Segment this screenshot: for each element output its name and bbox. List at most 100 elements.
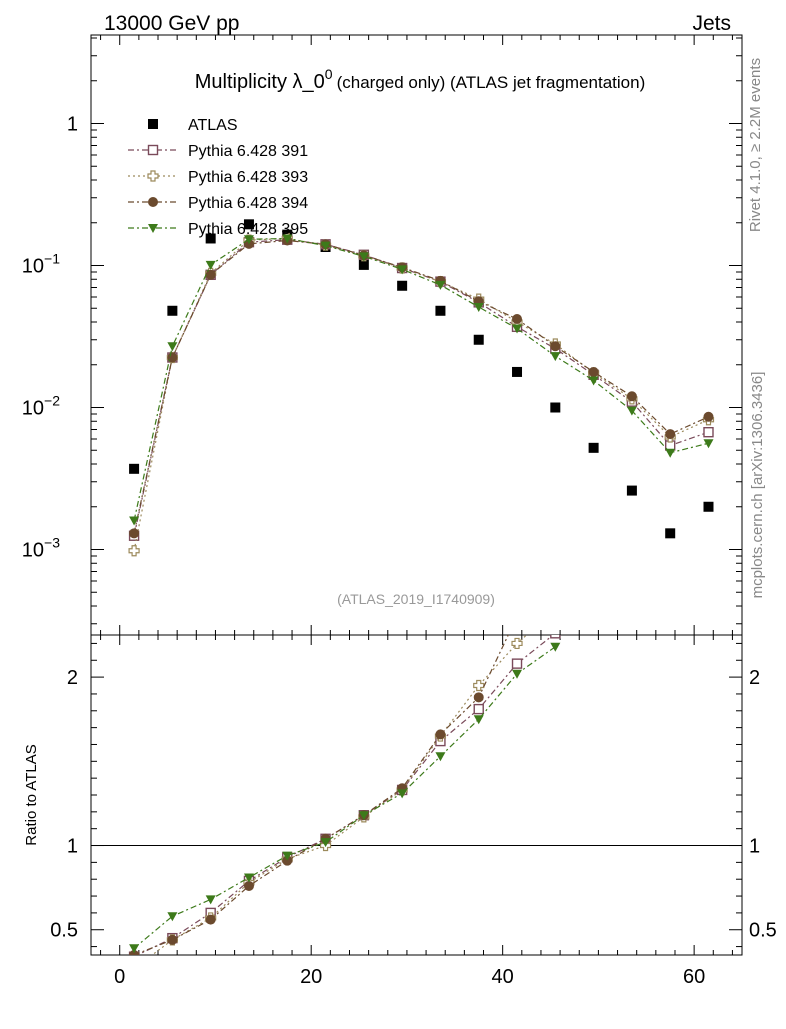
title-superscript: 0 bbox=[325, 66, 333, 82]
ratio-series-2 bbox=[129, 611, 522, 955]
ratio-point bbox=[511, 637, 523, 650]
data-point bbox=[665, 448, 676, 458]
legend-label: ATLAS bbox=[188, 117, 238, 134]
data-point bbox=[243, 219, 254, 230]
ratio-point bbox=[167, 934, 178, 945]
ratio-point bbox=[512, 611, 522, 621]
ratio-point bbox=[473, 715, 484, 725]
plot-title: Multiplicity λ_00 (charged only) (ATLAS j… bbox=[195, 66, 646, 93]
ratio-point bbox=[167, 912, 178, 922]
series-line bbox=[133, 239, 709, 536]
data-point bbox=[282, 234, 293, 244]
y-tick-label: 10−1 bbox=[22, 251, 60, 278]
series-3 bbox=[129, 235, 714, 539]
ratio-point bbox=[473, 679, 485, 692]
tick-labels: 0 20 40 60 1 10−1 10−2 10−3 0.5 0.5 1 1 2 2 bbox=[22, 114, 777, 988]
ratio-line bbox=[133, 646, 556, 949]
data-point bbox=[129, 516, 140, 526]
legend-marker bbox=[147, 170, 159, 182]
data-point bbox=[550, 402, 561, 413]
legend-label: Pythia 6.428 391 bbox=[188, 143, 308, 160]
data-point bbox=[205, 260, 216, 270]
data-point bbox=[550, 352, 561, 362]
ratio-point bbox=[550, 605, 560, 615]
data-point bbox=[703, 439, 714, 449]
ratio-line bbox=[151, 635, 528, 955]
ratio-point bbox=[282, 851, 293, 861]
legend: ATLAS Pythia 6.428 391 Pythia 6.428 393 Pyt… bbox=[128, 117, 308, 238]
data-point bbox=[512, 314, 523, 325]
data-point bbox=[473, 303, 484, 313]
process-label: Jets bbox=[692, 12, 731, 35]
data-point bbox=[243, 235, 254, 245]
series-1 bbox=[128, 234, 714, 541]
data-point bbox=[626, 485, 637, 496]
data-point bbox=[550, 341, 561, 352]
data-point bbox=[626, 406, 637, 416]
ratio-point bbox=[282, 855, 293, 866]
ratio-series-1 bbox=[129, 605, 560, 973]
ratio-point bbox=[243, 880, 254, 891]
data-point bbox=[129, 528, 140, 539]
data-point bbox=[397, 265, 408, 275]
ratio-y-tick-label: 0.5 bbox=[50, 920, 78, 942]
axis-ticks bbox=[91, 35, 742, 955]
data-point bbox=[435, 280, 446, 290]
legend-marker bbox=[148, 119, 158, 129]
main-data-marks bbox=[128, 219, 715, 557]
y-tick-label: 10−3 bbox=[22, 535, 60, 562]
y-tick-label: 10−2 bbox=[22, 393, 60, 420]
ratio-point bbox=[550, 642, 561, 652]
ratio-ylabel: Ratio to ATLAS bbox=[23, 744, 40, 845]
ratio-point bbox=[129, 963, 139, 973]
legend-marker bbox=[148, 224, 158, 233]
mcplots-label: mcplots.cern.ch [arXiv:1306.3436] bbox=[749, 372, 766, 599]
legend-marker bbox=[148, 197, 158, 207]
rivet-label: Rivet 4.1.0, ≥ 2.2M events bbox=[747, 58, 764, 232]
data-point bbox=[703, 411, 714, 422]
ratio-data-marks bbox=[128, 605, 561, 973]
ratio-point bbox=[435, 729, 446, 740]
x-tick-label: 20 bbox=[300, 966, 322, 988]
legend-label: Pythia 6.428 395 bbox=[188, 221, 308, 238]
ratio-point bbox=[473, 703, 484, 715]
ratio-point bbox=[205, 895, 216, 905]
ratio-point bbox=[129, 944, 140, 954]
ratio-series-3 bbox=[129, 642, 561, 954]
series-2 bbox=[128, 232, 715, 557]
x-tick-label: 0 bbox=[114, 966, 125, 988]
ratio-point bbox=[358, 811, 369, 821]
ratio-y-tick-label-right: 1 bbox=[749, 836, 760, 858]
ratio-point bbox=[205, 914, 216, 925]
title-rest: (charged only) (ATLAS jet fragmentation) bbox=[337, 73, 646, 92]
data-point bbox=[435, 305, 446, 316]
data-point bbox=[205, 269, 216, 280]
data-point bbox=[626, 391, 637, 402]
legend-label: Pythia 6.428 393 bbox=[188, 169, 308, 186]
ratio-y-tick-label: 1 bbox=[67, 836, 78, 858]
series-4 bbox=[129, 234, 714, 526]
y-tick-label: 1 bbox=[67, 114, 78, 136]
data-point bbox=[205, 233, 216, 244]
data-point bbox=[588, 366, 599, 377]
data-point bbox=[473, 334, 484, 345]
title-main: Multiplicity λ_0 bbox=[195, 71, 325, 93]
data-point bbox=[358, 259, 369, 270]
ratio-series-0 bbox=[128, 635, 561, 955]
ratio-y-tick-label-right: 0.5 bbox=[749, 920, 777, 942]
series-line bbox=[133, 237, 709, 521]
data-point bbox=[397, 280, 408, 291]
ratio-point bbox=[473, 692, 484, 703]
series-0 bbox=[129, 219, 714, 539]
data-point bbox=[320, 241, 331, 251]
ratio-point bbox=[397, 789, 408, 799]
legend-marker bbox=[147, 144, 159, 156]
ratio-line bbox=[133, 635, 509, 955]
legend-label: Pythia 6.428 394 bbox=[188, 195, 308, 212]
data-point bbox=[512, 324, 523, 334]
data-point bbox=[128, 545, 140, 557]
ratio-panel-frame bbox=[90, 634, 743, 956]
series-line bbox=[133, 237, 709, 551]
data-point bbox=[512, 366, 523, 377]
